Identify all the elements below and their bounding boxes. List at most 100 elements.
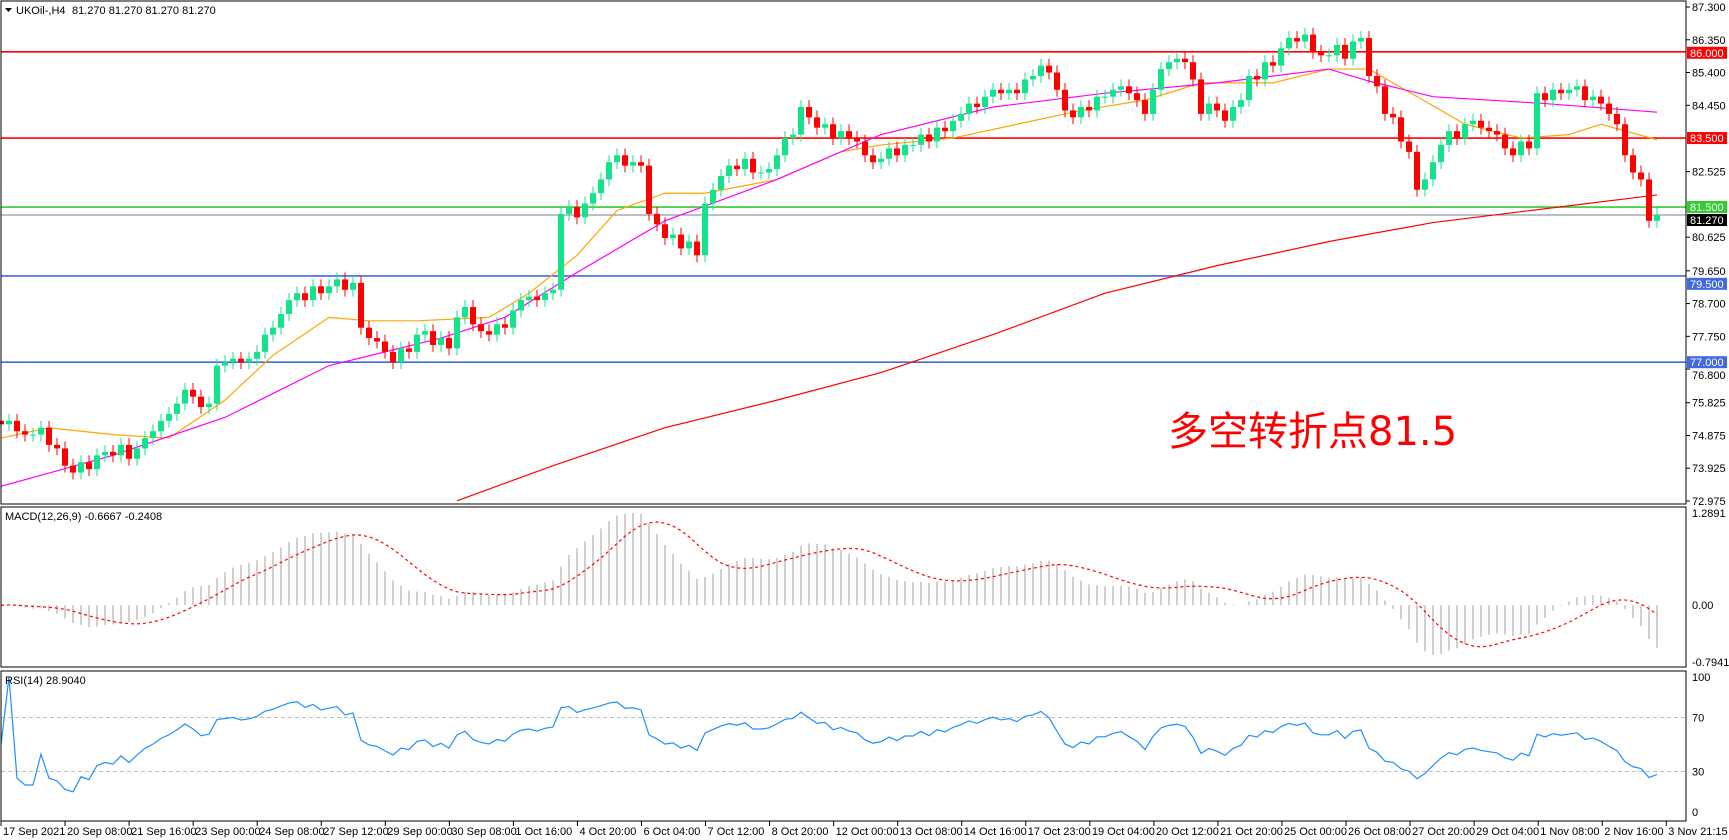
candle-body: [758, 172, 764, 174]
candle-body: [958, 113, 964, 121]
candle: [1310, 27, 1316, 59]
candle-body: [254, 351, 260, 359]
candle-body: [1462, 124, 1468, 139]
candle-body: [1630, 155, 1636, 173]
candle-body: [990, 89, 996, 97]
candle-body: [870, 155, 876, 163]
price-tick-label: 74.875: [1692, 430, 1726, 442]
candle: [22, 424, 28, 442]
candle: [1526, 134, 1532, 156]
time-tick-label: 21 Oct 20:00: [1220, 826, 1283, 838]
candle-body: [1646, 179, 1652, 221]
candle-body: [1318, 51, 1324, 56]
candle: [990, 82, 996, 104]
candle: [806, 100, 812, 125]
candle: [1222, 103, 1228, 128]
candle: [1438, 138, 1444, 170]
candle-body: [1302, 34, 1308, 42]
candle: [1078, 100, 1084, 125]
candle-body: [1470, 120, 1476, 125]
candle-body: [742, 158, 748, 170]
level-price-label: 77.000: [1690, 357, 1724, 369]
candle-body: [1582, 86, 1588, 101]
candle-body: [470, 307, 476, 325]
candle-body: [46, 427, 52, 445]
candle-body: [1006, 89, 1012, 94]
candle-body: [614, 155, 620, 163]
candle-body: [1550, 89, 1556, 101]
level-price-label: 86.000: [1690, 48, 1724, 60]
candle-body: [862, 141, 868, 156]
candle: [662, 217, 668, 245]
time-tick-label: 23 Sep 00:00: [195, 826, 260, 838]
time-tick-label: 1 Oct 16:00: [515, 826, 572, 838]
candle: [150, 424, 156, 445]
candle: [822, 117, 828, 135]
candle: [246, 351, 252, 370]
candle-body: [430, 331, 436, 345]
candle-body: [1406, 141, 1412, 152]
candle: [6, 413, 12, 432]
candle: [382, 334, 388, 359]
candle: [1510, 141, 1516, 163]
candle-body: [510, 310, 516, 328]
moving-average-line: [456, 194, 1658, 502]
candle: [846, 124, 852, 145]
candle-body: [270, 327, 276, 335]
candle: [558, 207, 564, 297]
rsi-tick-label: 100: [1692, 672, 1710, 684]
candle-body: [358, 282, 364, 328]
candle: [1446, 124, 1452, 152]
level-price-marker: [1687, 132, 1727, 145]
candle-body: [438, 338, 444, 345]
current-price-label: 81.270: [1690, 215, 1724, 227]
macd-tick-label: 1.2891: [1692, 508, 1726, 520]
rsi-panel-border: [0, 670, 1687, 822]
candle: [1142, 93, 1148, 121]
candle-body: [854, 138, 860, 142]
candle-body: [838, 131, 844, 139]
candle-body: [1198, 79, 1204, 114]
candle-body: [222, 362, 228, 366]
candle-body: [1638, 172, 1644, 180]
candle-body: [14, 420, 20, 432]
candle: [1366, 31, 1372, 83]
time-tick-label: 21 Sep 16:00: [131, 826, 196, 838]
price-tick-label: 78.700: [1692, 299, 1726, 311]
candle: [838, 124, 844, 145]
candle: [198, 389, 204, 414]
candle-body: [1510, 148, 1516, 156]
candle: [718, 169, 724, 197]
candle: [982, 89, 988, 114]
candle-body: [726, 165, 732, 176]
candle: [534, 289, 540, 308]
dropdown-triangle-icon[interactable]: [5, 8, 12, 12]
candle-body: [974, 103, 980, 108]
candle: [454, 310, 460, 356]
candle: [1054, 65, 1060, 97]
candle: [782, 131, 788, 163]
price-tick-label: 82.525: [1692, 167, 1726, 179]
candle-body: [622, 155, 628, 166]
level-price-marker: [1687, 46, 1727, 59]
level-price-label: 79.500: [1690, 279, 1724, 291]
candle-body: [182, 389, 188, 404]
candle: [942, 120, 948, 139]
candle: [1182, 51, 1188, 70]
candle-body: [1558, 89, 1564, 94]
candle: [518, 293, 524, 318]
candle-body: [126, 444, 132, 459]
candle: [86, 455, 92, 476]
candle-body: [1030, 75, 1036, 80]
candle: [1462, 117, 1468, 145]
candle-body: [798, 107, 804, 135]
candle: [550, 282, 556, 301]
candle-body: [1142, 100, 1148, 114]
candle: [894, 141, 900, 163]
candle-body: [1502, 134, 1508, 149]
candle-body: [246, 358, 252, 363]
level-price-label: 83.500: [1690, 133, 1724, 145]
candle: [686, 234, 692, 256]
candle-body: [782, 138, 788, 156]
